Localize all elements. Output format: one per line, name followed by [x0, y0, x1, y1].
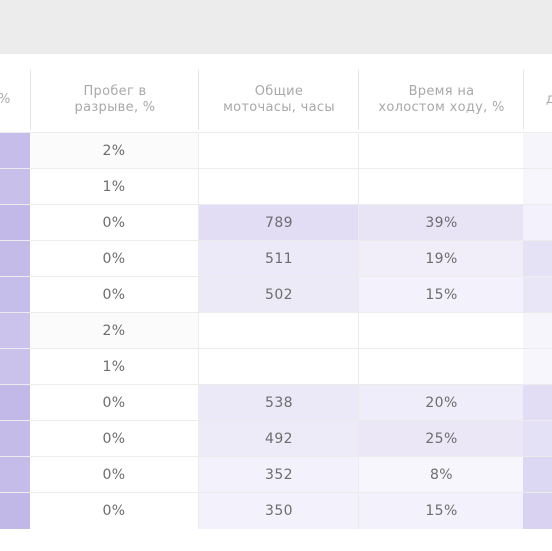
- cell-partial-left: [0, 385, 30, 421]
- table-row[interactable]: 0% 511 19%: [0, 240, 552, 277]
- cell-engine-hours: 352: [198, 457, 359, 493]
- cell-gap-mileage: 1%: [30, 349, 198, 385]
- cell-partial-right: [523, 169, 552, 205]
- column-header-gap-mileage-label: Пробег в разрыве, %: [74, 84, 156, 115]
- cell-gap-mileage: 2%: [30, 313, 198, 349]
- cell-partial-right: [523, 313, 552, 349]
- cell-partial-right: [523, 241, 552, 277]
- column-header-engine-hours-label: Общие моточасы, часы: [223, 84, 335, 115]
- cell-engine-hours: 492: [198, 421, 359, 457]
- cell-idle-time: 39%: [358, 205, 524, 241]
- table-row[interactable]: 1%: [0, 348, 552, 385]
- cell-gap-mileage: 0%: [30, 493, 198, 529]
- cell-partial-right: [523, 349, 552, 385]
- cell-engine-hours: 350: [198, 493, 359, 529]
- column-header-engine-hours[interactable]: Общие моточасы, часы: [198, 70, 359, 130]
- cell-gap-mileage: 0%: [30, 385, 198, 421]
- cell-idle-time: 25%: [358, 421, 524, 457]
- cell-idle-time: [358, 349, 524, 385]
- cell-gap-mileage: 0%: [30, 421, 198, 457]
- cell-gap-mileage: 0%: [30, 241, 198, 277]
- column-header-partial-left[interactable]: %: [0, 70, 30, 130]
- cell-idle-time: [358, 313, 524, 349]
- cell-engine-hours: 538: [198, 385, 359, 421]
- cell-gap-mileage: 2%: [30, 133, 198, 169]
- cell-partial-left: [0, 349, 30, 385]
- table-row[interactable]: 0% 538 20%: [0, 384, 552, 421]
- cell-idle-time: 8%: [358, 457, 524, 493]
- cell-engine-hours: [198, 169, 359, 205]
- table-row[interactable]: 1%: [0, 168, 552, 205]
- cell-partial-left: [0, 493, 30, 529]
- cell-partial-right: [523, 205, 552, 241]
- cell-partial-left: [0, 133, 30, 169]
- cell-partial-right: [523, 385, 552, 421]
- cell-partial-right: [523, 277, 552, 313]
- cell-gap-mileage: 0%: [30, 457, 198, 493]
- cell-engine-hours: 789: [198, 205, 359, 241]
- table-row[interactable]: 0% 350 15%: [0, 492, 552, 529]
- cell-partial-left: [0, 457, 30, 493]
- column-header-idle-time-label: Время на холостом ходу, %: [378, 84, 505, 115]
- table-row[interactable]: 0% 352 8%: [0, 456, 552, 493]
- cell-engine-hours: 511: [198, 241, 359, 277]
- cell-engine-hours: 502: [198, 277, 359, 313]
- cell-idle-time: 20%: [358, 385, 524, 421]
- column-header-partial-left-label: %: [0, 92, 11, 108]
- cell-partial-right: [523, 421, 552, 457]
- report-table-panel: % Пробег в разрыве, % Общие моточасы, ча…: [0, 54, 552, 551]
- column-header-partial-right-label: д: [546, 92, 552, 107]
- cell-idle-time: [358, 133, 524, 169]
- table-header: % Пробег в разрыве, % Общие моточасы, ча…: [0, 70, 552, 130]
- cell-gap-mileage: 1%: [30, 169, 198, 205]
- column-header-partial-right[interactable]: д: [523, 70, 552, 130]
- cell-gap-mileage: 0%: [30, 205, 198, 241]
- cell-idle-time: 19%: [358, 241, 524, 277]
- cell-partial-left: [0, 205, 30, 241]
- table-row[interactable]: 2%: [0, 132, 552, 169]
- cell-partial-right: [523, 133, 552, 169]
- table-row[interactable]: 0% 502 15%: [0, 276, 552, 313]
- column-header-idle-time[interactable]: Время на холостом ходу, %: [358, 70, 524, 130]
- table-row[interactable]: 0% 492 25%: [0, 420, 552, 457]
- cell-partial-right: [523, 493, 552, 529]
- cell-gap-mileage: 0%: [30, 277, 198, 313]
- cell-partial-left: [0, 313, 30, 349]
- cell-idle-time: 15%: [358, 493, 524, 529]
- table-row[interactable]: 2%: [0, 312, 552, 349]
- cell-idle-time: 15%: [358, 277, 524, 313]
- cell-partial-right: [523, 457, 552, 493]
- cell-partial-left: [0, 241, 30, 277]
- cell-idle-time: [358, 169, 524, 205]
- cell-engine-hours: [198, 349, 359, 385]
- cell-partial-left: [0, 169, 30, 205]
- cell-partial-left: [0, 277, 30, 313]
- cell-partial-left: [0, 421, 30, 457]
- table-row[interactable]: 0% 789 39%: [0, 204, 552, 241]
- top-toolbar-area: [0, 0, 552, 54]
- cell-engine-hours: [198, 133, 359, 169]
- column-header-gap-mileage[interactable]: Пробег в разрыве, %: [30, 70, 199, 130]
- cell-engine-hours: [198, 313, 359, 349]
